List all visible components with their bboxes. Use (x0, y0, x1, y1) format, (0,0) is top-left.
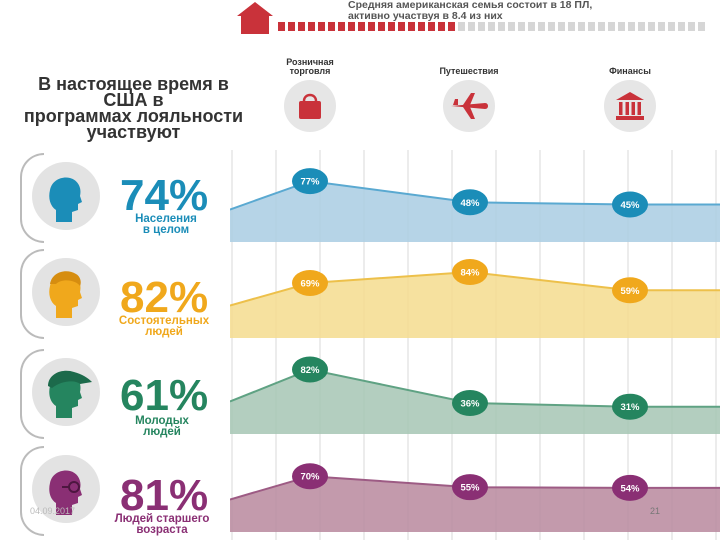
data-point (452, 189, 488, 216)
group-senior-label-line-1: Людей старшего (114, 513, 210, 525)
title-line-2: США в (103, 90, 164, 110)
category-travel-label: Путешествия (414, 56, 524, 76)
category-retail-circle (284, 80, 336, 132)
data-point (292, 463, 328, 490)
group-general-pct: 74% (120, 171, 209, 220)
group-young-label: Молодых людей (102, 415, 222, 438)
data-point (612, 277, 648, 304)
data-label: 54% (620, 483, 640, 494)
family-dot-row (278, 18, 708, 36)
shopping-bag-icon (299, 93, 321, 119)
data-point (612, 191, 648, 218)
group-wealthy-pct: 82% (120, 273, 209, 322)
data-point (292, 168, 328, 195)
page-title: В настоящее время в США в программах лоя… (6, 74, 261, 142)
category-finance-label: Финансы (575, 56, 685, 76)
group-young-pct: 61% (120, 371, 209, 420)
group-senior-pct: 81% (120, 471, 209, 520)
data-point (292, 356, 328, 383)
avatar-young (32, 358, 100, 426)
category-retail-label: Розничная торговля (255, 56, 365, 76)
group-young-label-line-2: людей (143, 426, 181, 438)
data-label: 45% (620, 200, 640, 211)
house-icon (237, 2, 273, 34)
series-area (230, 369, 720, 434)
group-senior-label: Людей старшего возраста (102, 513, 222, 536)
data-point (452, 474, 488, 501)
avatar-senior (32, 455, 100, 523)
data-label: 31% (620, 402, 640, 413)
series-area (230, 476, 720, 532)
data-point (452, 390, 488, 417)
category-retail: Розничная торговля (255, 56, 365, 132)
bank-icon (616, 92, 644, 120)
series-area (230, 272, 720, 338)
group-wealthy-label: Состоятельных людей (104, 315, 224, 338)
family-caption-line-1: Средняя американская семья состоит в 18 … (348, 0, 593, 11)
airplane-icon (451, 93, 488, 119)
group-general-label-line-2: в целом (142, 224, 190, 236)
person-glasses-icon (49, 470, 82, 515)
person-icon (49, 271, 82, 318)
title-line-3: программах лояльности (23, 106, 244, 126)
group-wealthy-label-line-2: людей (145, 326, 183, 338)
page-number: 21 (650, 506, 661, 516)
header-bar: Средняя американская семья состоит в 18 … (230, 0, 720, 40)
family-caption: Средняя американская семья состоит в 18 … (348, 0, 688, 22)
footer-date: 04.09.2017 (30, 506, 76, 516)
loyalty-area-chart: 77% 48% 45% 69% 84% 59% 82% 36% 31% 70% 55% 54% (230, 150, 720, 540)
category-finance-circle (604, 80, 656, 132)
group-senior-label-line-2: возраста (136, 524, 188, 536)
category-retail-label-line-2: торговля (289, 66, 331, 76)
category-travel-label-line-1: Путешествия (439, 66, 499, 76)
data-label: 48% (460, 198, 480, 209)
family-caption-line-2: активно участвуя в 8.4 из них (348, 10, 503, 22)
category-travel-circle (443, 80, 495, 132)
data-point (612, 474, 648, 501)
category-finance: Финансы (575, 56, 685, 132)
data-label: 36% (460, 399, 480, 410)
data-point (292, 269, 328, 296)
group-wealthy-label-line-1: Состоятельных (118, 315, 210, 327)
data-label: 69% (300, 278, 320, 289)
data-label: 55% (460, 483, 480, 494)
data-label: 77% (300, 177, 320, 188)
category-retail-label-line-1: Розничная (286, 57, 334, 67)
data-point (452, 259, 488, 286)
group-general-label-line-1: Населения (135, 213, 197, 225)
data-label: 84% (460, 268, 480, 279)
data-label: 59% (620, 286, 640, 297)
person-cap-icon (48, 370, 92, 418)
person-icon (49, 177, 82, 222)
category-finance-label-line-1: Финансы (609, 66, 651, 76)
group-young-label-line-1: Молодых (135, 415, 189, 427)
data-label: 82% (300, 365, 320, 376)
avatar-general (32, 162, 100, 230)
title-line-4: участвуют (86, 122, 181, 142)
data-label: 70% (300, 472, 320, 483)
avatar-wealthy (32, 258, 100, 326)
title-line-1: В настоящее время в (38, 74, 229, 94)
category-travel: Путешествия (414, 56, 524, 132)
group-general-label: Населения в целом (106, 213, 226, 236)
data-point (612, 393, 648, 420)
